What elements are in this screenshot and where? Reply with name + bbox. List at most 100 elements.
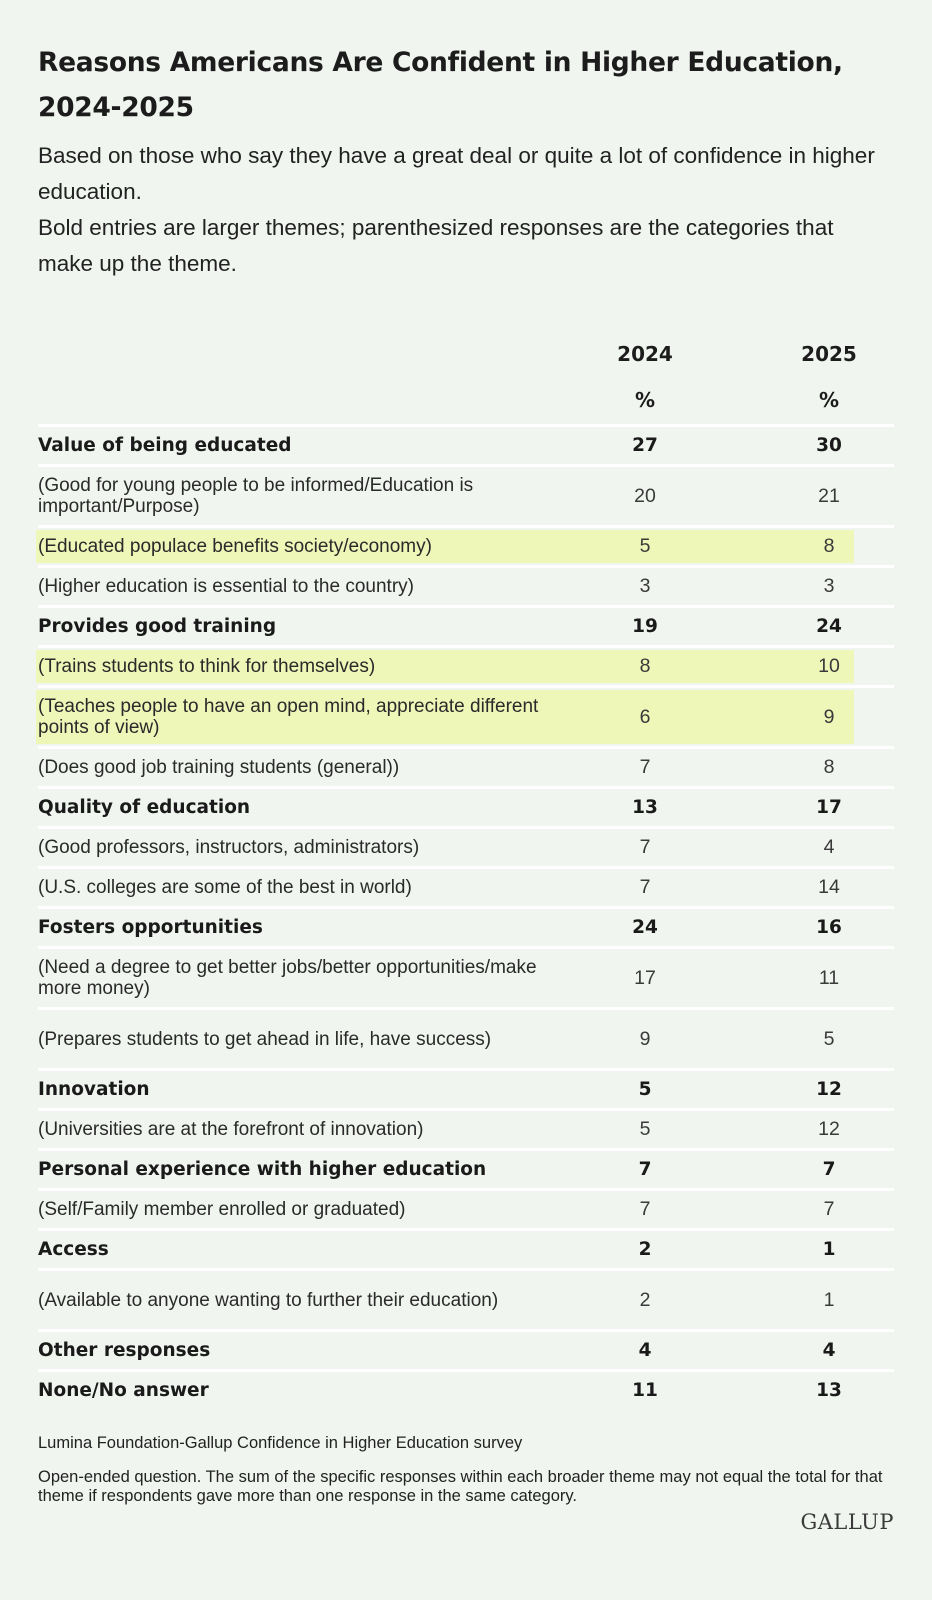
table-row: (Teaches people to have an open mind, ap… [36, 685, 894, 746]
row-label: (Does good job training students (genera… [38, 757, 400, 778]
value-2024: 20 [634, 484, 656, 507]
row-label: Quality of education [38, 797, 251, 818]
table-row: (Higher education is essential to the co… [38, 565, 894, 605]
row-label: (Available to anyone wanting to further … [38, 1289, 499, 1311]
value-2025: 7 [823, 1198, 835, 1220]
column-year-2024: 2024 [617, 342, 673, 366]
row-label: None/No answer [38, 1380, 209, 1401]
value-2025: 5 [823, 1027, 835, 1050]
value-2025: 13 [816, 1380, 842, 1401]
row-label: Value of being educated [38, 435, 292, 456]
table-row: (Self/Family member enrolled or graduate… [38, 1188, 894, 1228]
row-label: Access [38, 1239, 109, 1260]
row-label: (Need a degree to get better jobs/better… [38, 957, 537, 999]
theme-row: Value of being educated 27 30 [38, 424, 894, 464]
value-2025: 24 [816, 616, 842, 637]
value-2024: 5 [638, 1079, 652, 1100]
table-row: (Good for young people to be informed/Ed… [38, 464, 894, 525]
value-2024: 19 [632, 616, 658, 637]
value-2025: 4 [822, 1340, 836, 1361]
theme-row: Quality of education 13 17 [38, 786, 894, 826]
value-2024: 17 [634, 966, 656, 989]
theme-row: Provides good training 19 24 [38, 605, 894, 645]
row-label: Other responses [38, 1340, 211, 1361]
value-2024: 24 [632, 917, 658, 938]
table-row: (Trains students to think for themselves… [36, 645, 894, 685]
value-2025: 30 [816, 435, 842, 456]
value-2024: 3 [639, 575, 651, 597]
row-label: (Universities are at the forefront of in… [38, 1119, 424, 1140]
value-2024: 7 [639, 836, 651, 858]
subtitle-line: Based on those who say they have a great… [38, 143, 875, 204]
value-2024: 7 [639, 876, 651, 898]
row-label: (Educated populace benefits society/econ… [38, 536, 432, 557]
value-2025: 1 [823, 1288, 835, 1311]
table-row: (Need a degree to get better jobs/better… [38, 946, 894, 1007]
page-title: Reasons Americans Are Confident in Highe… [38, 47, 843, 123]
value-2024: 11 [632, 1380, 658, 1401]
table-row: (Prepares students to get ahead in life,… [38, 1007, 894, 1068]
column-headers: 2024 2025 % % [38, 336, 894, 424]
row-label: Innovation [38, 1079, 150, 1100]
value-2025: 16 [816, 917, 842, 938]
value-2025: 10 [818, 655, 840, 677]
subtitle-line: Bold entries are larger themes; parenthe… [38, 215, 834, 276]
table-row: (Does good job training students (genera… [38, 746, 894, 786]
value-2025: 12 [818, 1118, 840, 1140]
value-2025: 7 [822, 1159, 836, 1180]
value-2025: 21 [818, 484, 840, 507]
value-2024: 5 [639, 535, 651, 557]
value-2024: 2 [638, 1239, 652, 1260]
value-2024: 4 [638, 1340, 652, 1361]
table-row: (Good professors, instructors, administr… [38, 826, 894, 866]
value-2024: 7 [639, 756, 651, 778]
table-row: (Available to anyone wanting to further … [38, 1268, 894, 1329]
row-label: (Good professors, instructors, administr… [38, 837, 420, 858]
value-2025: 8 [823, 756, 835, 778]
table-row: (Universities are at the forefront of in… [38, 1108, 894, 1148]
value-2024: 27 [632, 435, 658, 456]
row-label: (Self/Family member enrolled or graduate… [38, 1199, 406, 1220]
column-unit-2025: % [818, 388, 840, 412]
theme-row: None/No answer 11 13 [38, 1369, 894, 1409]
value-2025: 8 [823, 535, 835, 557]
row-label: Provides good training [38, 616, 277, 637]
value-2024: 2 [639, 1288, 651, 1311]
row-label: (Teaches people to have an open mind, ap… [38, 696, 539, 738]
value-2024: 7 [639, 1198, 651, 1220]
row-label: (Higher education is essential to the co… [38, 576, 414, 597]
value-2025: 12 [816, 1079, 842, 1100]
row-label: (Trains students to think for themselves… [38, 656, 376, 677]
gallup-logo: GALLUP [800, 1510, 894, 1534]
table-row: (Educated populace benefits society/econ… [36, 525, 894, 565]
theme-row: Other responses 4 4 [38, 1329, 894, 1369]
column-unit-2024: % [634, 388, 656, 412]
row-label: (U.S. colleges are some of the best in w… [38, 877, 412, 898]
value-2025: 14 [818, 876, 840, 898]
row-label: Personal experience with higher educatio… [38, 1159, 487, 1180]
source-note: Lumina Foundation-Gallup Confidence in H… [38, 1434, 523, 1452]
theme-row: Access 2 1 [38, 1228, 894, 1268]
value-2024: 9 [639, 1027, 651, 1050]
theme-row: Fosters opportunities 24 16 [38, 906, 894, 946]
row-label: (Prepares students to get ahead in life,… [38, 1028, 492, 1050]
value-2024: 7 [638, 1159, 652, 1180]
value-2025: 4 [823, 836, 835, 858]
theme-row: Innovation 5 12 [38, 1068, 894, 1108]
data-table: Value of being educated 27 30 (Good for you… [36, 424, 894, 1409]
value-2025: 3 [823, 575, 835, 597]
subtitle: Based on those who say they have a great… [38, 138, 894, 282]
value-2024: 5 [639, 1118, 651, 1140]
value-2025: 9 [823, 705, 835, 728]
value-2025: 11 [818, 966, 840, 989]
theme-row: Personal experience with higher educatio… [38, 1148, 894, 1188]
value-2024: 8 [639, 655, 651, 677]
value-2024: 13 [632, 797, 658, 818]
value-2024: 6 [639, 705, 651, 728]
methodology-note: Open-ended question. The sum of the spec… [38, 1468, 883, 1505]
row-label: (Good for young people to be informed/Ed… [38, 475, 474, 517]
row-label: Fosters opportunities [38, 917, 263, 938]
value-2025: 1 [822, 1239, 836, 1260]
value-2025: 17 [816, 797, 842, 818]
column-year-2025: 2025 [801, 342, 857, 366]
